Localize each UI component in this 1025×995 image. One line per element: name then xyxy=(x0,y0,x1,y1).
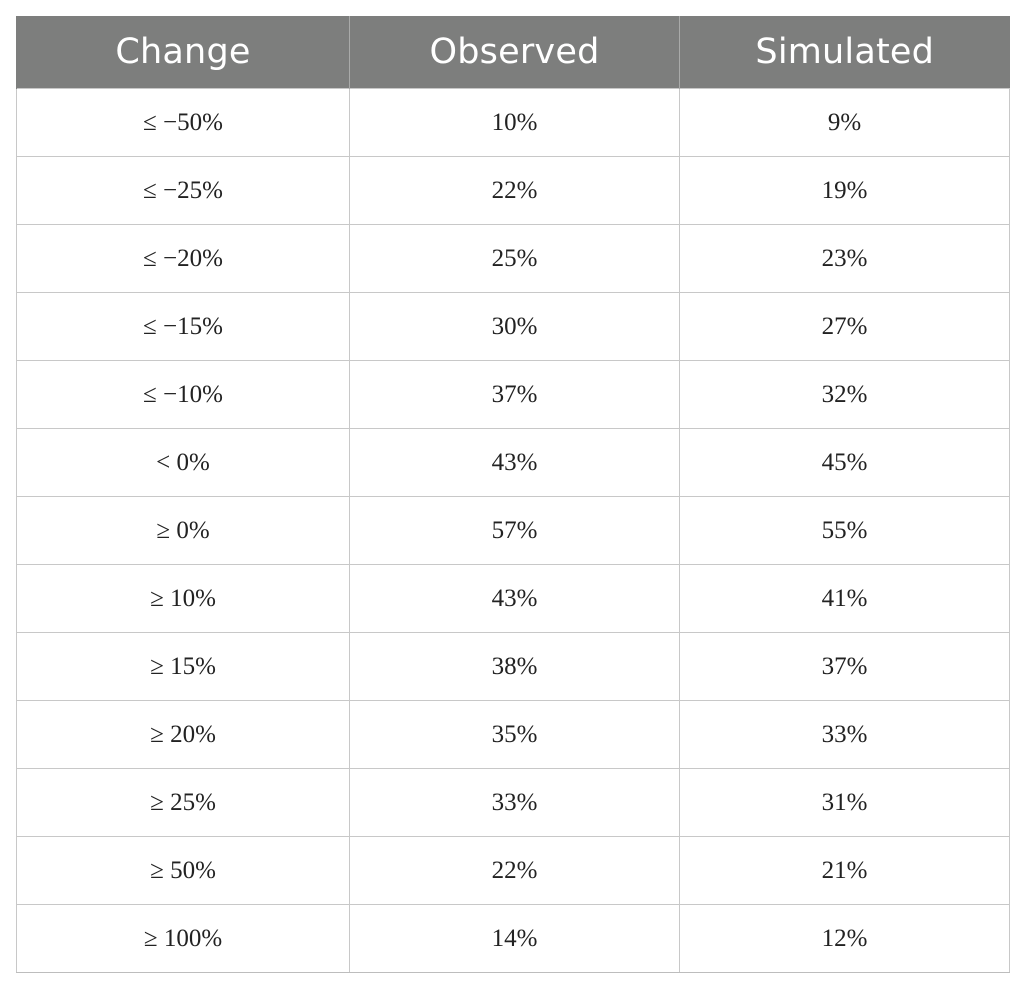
table-row: ≥ 0% 57% 55% xyxy=(16,496,1010,565)
column-header-change: Change xyxy=(16,16,350,89)
observed-cell: 38% xyxy=(349,632,680,701)
table-row: ≥ 25% 33% 31% xyxy=(16,768,1010,837)
change-cell: ≤ −15% xyxy=(16,292,350,361)
simulated-cell: 12% xyxy=(679,904,1010,973)
change-cell: ≥ 15% xyxy=(16,632,350,701)
simulated-cell: 27% xyxy=(679,292,1010,361)
observed-cell: 57% xyxy=(349,496,680,565)
change-cell: ≤ −10% xyxy=(16,360,350,429)
table-row: ≤ −15% 30% 27% xyxy=(16,292,1010,361)
simulated-cell: 32% xyxy=(679,360,1010,429)
table-row: ≤ −20% 25% 23% xyxy=(16,224,1010,293)
change-cell: ≥ 10% xyxy=(16,564,350,633)
observed-cell: 30% xyxy=(349,292,680,361)
observed-cell: 33% xyxy=(349,768,680,837)
simulated-cell: 55% xyxy=(679,496,1010,565)
change-cell: ≤ −20% xyxy=(16,224,350,293)
change-cell: ≥ 50% xyxy=(16,836,350,905)
table-body: ≤ −50% 10% 9% ≤ −25% 22% 19% ≤ −20% 25% … xyxy=(16,88,1010,973)
simulated-cell: 41% xyxy=(679,564,1010,633)
simulated-cell: 9% xyxy=(679,88,1010,157)
simulated-cell: 23% xyxy=(679,224,1010,293)
simulated-cell: 37% xyxy=(679,632,1010,701)
table-row: ≥ 100% 14% 12% xyxy=(16,904,1010,973)
change-cell: < 0% xyxy=(16,428,350,497)
table-row: ≤ −10% 37% 32% xyxy=(16,360,1010,429)
observed-cell: 14% xyxy=(349,904,680,973)
column-header-simulated: Simulated xyxy=(679,16,1010,89)
simulated-cell: 21% xyxy=(679,836,1010,905)
table-row: ≥ 20% 35% 33% xyxy=(16,700,1010,769)
observed-cell: 22% xyxy=(349,836,680,905)
table-row: ≤ −25% 22% 19% xyxy=(16,156,1010,225)
simulated-cell: 19% xyxy=(679,156,1010,225)
simulated-cell: 31% xyxy=(679,768,1010,837)
observed-cell: 22% xyxy=(349,156,680,225)
header-row: Change Observed Simulated xyxy=(16,16,1010,89)
data-table-container: Change Observed Simulated ≤ −50% 10% 9% … xyxy=(16,16,1010,973)
observed-cell: 35% xyxy=(349,700,680,769)
simulated-cell: 45% xyxy=(679,428,1010,497)
change-cell: ≥ 100% xyxy=(16,904,350,973)
observed-cell: 25% xyxy=(349,224,680,293)
change-cell: ≤ −50% xyxy=(16,88,350,157)
observed-cell: 43% xyxy=(349,428,680,497)
change-cell: ≥ 0% xyxy=(16,496,350,565)
table-row: < 0% 43% 45% xyxy=(16,428,1010,497)
change-cell: ≥ 20% xyxy=(16,700,350,769)
table-row: ≥ 15% 38% 37% xyxy=(16,632,1010,701)
table-row: ≥ 10% 43% 41% xyxy=(16,564,1010,633)
table-row: ≤ −50% 10% 9% xyxy=(16,88,1010,157)
observed-cell: 37% xyxy=(349,360,680,429)
table-header: Change Observed Simulated xyxy=(16,16,1010,89)
column-header-observed: Observed xyxy=(349,16,680,89)
observed-cell: 10% xyxy=(349,88,680,157)
simulated-cell: 33% xyxy=(679,700,1010,769)
table-row: ≥ 50% 22% 21% xyxy=(16,836,1010,905)
change-cell: ≤ −25% xyxy=(16,156,350,225)
change-cell: ≥ 25% xyxy=(16,768,350,837)
data-table: Change Observed Simulated ≤ −50% 10% 9% … xyxy=(16,16,1010,973)
observed-cell: 43% xyxy=(349,564,680,633)
